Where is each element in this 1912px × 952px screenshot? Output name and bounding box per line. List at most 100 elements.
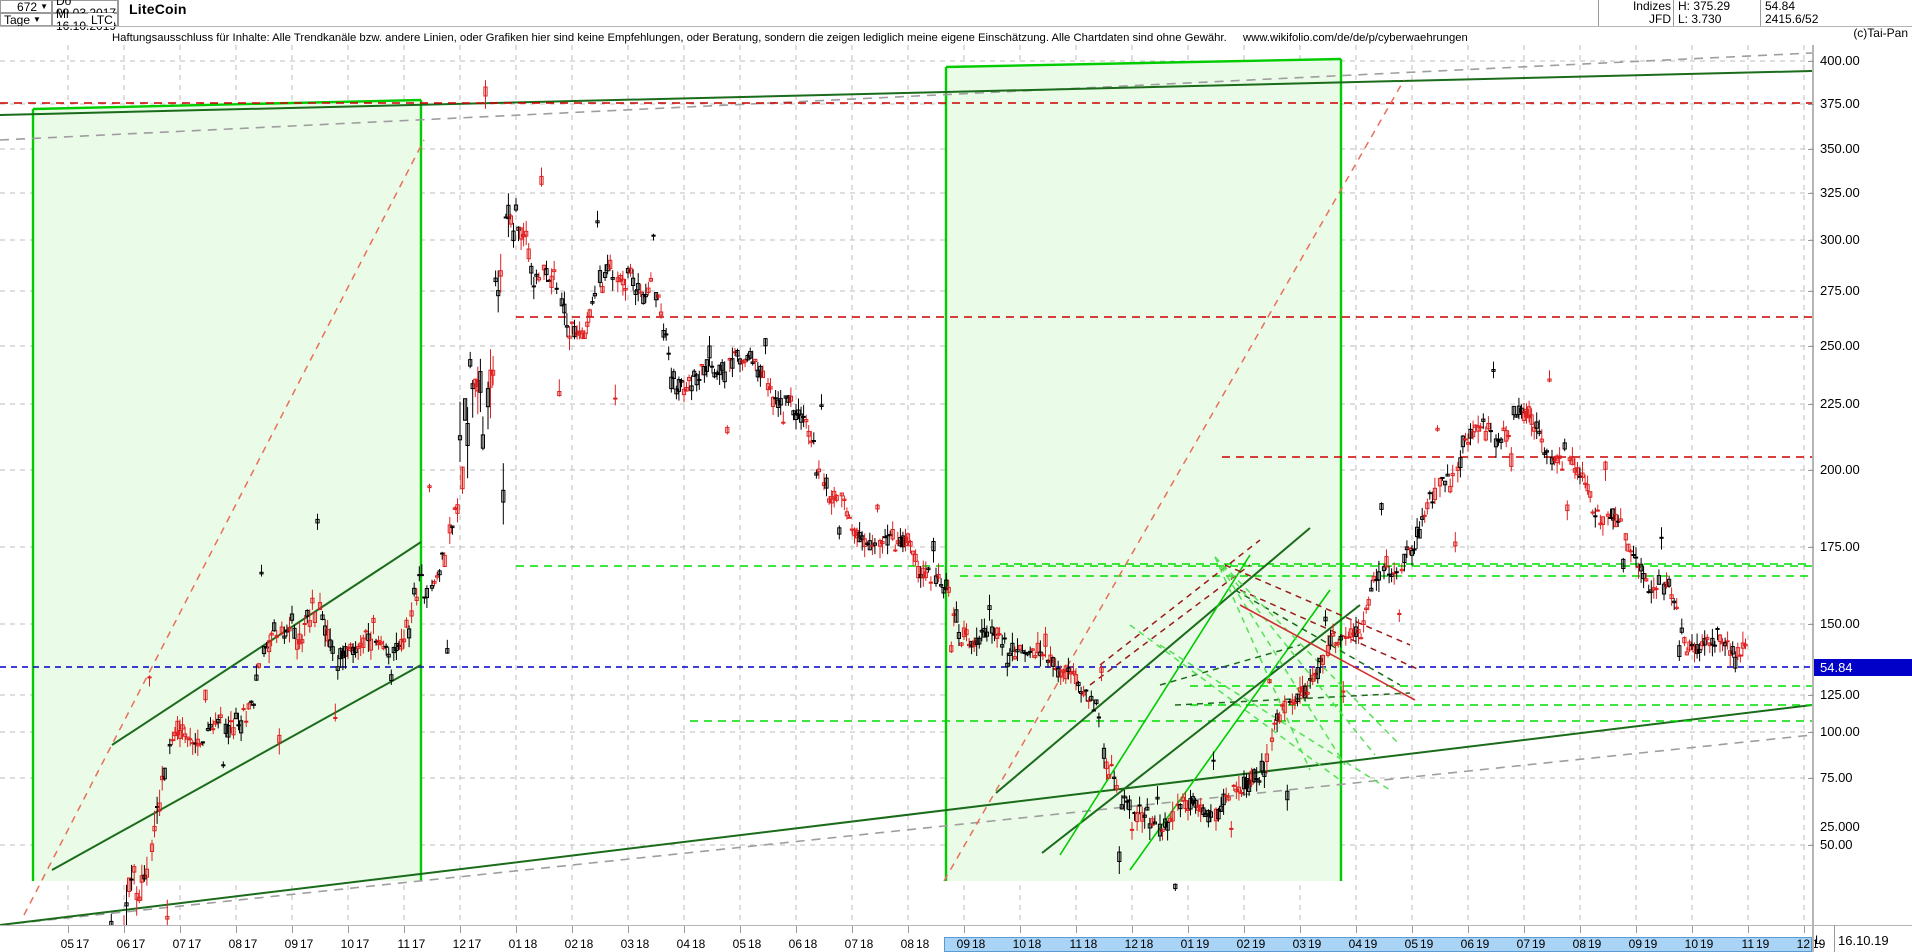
candle	[463, 398, 468, 421]
candle	[1084, 689, 1089, 702]
candle	[297, 622, 302, 649]
candle	[1315, 657, 1320, 684]
candle	[1397, 609, 1402, 622]
candle	[1112, 770, 1117, 791]
candle	[1443, 480, 1448, 493]
candle	[995, 626, 1000, 648]
interval-selector[interactable]: Tage ▼	[0, 13, 52, 26]
candle	[816, 460, 821, 479]
x-tick	[292, 926, 293, 933]
candle	[712, 368, 717, 379]
candle	[1707, 642, 1712, 654]
candle	[1483, 426, 1488, 442]
date-axis[interactable]: 05 17 06 17 07 17 08 17 09 17 10 17 11 17 12 17 01 18 02 18…	[0, 925, 1912, 952]
candle	[124, 884, 129, 925]
candle	[172, 727, 178, 741]
candle	[557, 379, 562, 397]
candle	[1557, 447, 1562, 465]
candle	[1649, 580, 1654, 604]
candle	[1593, 507, 1598, 528]
candle	[1420, 507, 1425, 527]
candle	[1180, 793, 1186, 802]
candle	[755, 362, 760, 382]
x-tick	[68, 926, 69, 933]
candle	[569, 321, 575, 335]
candle	[732, 348, 737, 357]
candle	[1132, 811, 1137, 821]
candle	[1621, 557, 1626, 573]
candle	[783, 395, 788, 406]
candle	[898, 528, 903, 548]
candle	[1361, 611, 1366, 633]
candle	[1269, 728, 1275, 751]
candle	[1030, 647, 1035, 658]
candle	[585, 312, 590, 335]
candle	[475, 366, 480, 415]
candle	[1226, 792, 1231, 802]
x-tick	[740, 926, 741, 933]
candle	[386, 647, 391, 665]
candle	[1262, 761, 1267, 788]
candle	[562, 291, 567, 326]
candle	[432, 579, 437, 587]
candle	[1320, 654, 1326, 674]
x-tick-label: 02 19	[1236, 937, 1266, 951]
y-tick-label: 50.00	[1820, 837, 1853, 852]
x-tick-label: 08 18	[900, 937, 930, 951]
x-tick	[908, 926, 909, 933]
candle	[1297, 676, 1303, 704]
candle	[709, 361, 715, 374]
candle	[435, 572, 440, 581]
x-tick	[236, 926, 237, 933]
candle	[205, 721, 211, 732]
candle	[1063, 664, 1068, 684]
candle	[175, 716, 180, 740]
candle	[1412, 541, 1417, 555]
candle	[771, 395, 776, 416]
scale-mode-label[interactable]: L	[1815, 933, 1822, 947]
candle	[913, 549, 918, 566]
candle	[1188, 789, 1193, 816]
candle	[269, 630, 274, 647]
candle	[778, 390, 783, 416]
annotation-grey-channel	[0, 52, 1812, 925]
candle	[720, 359, 725, 380]
candle	[1631, 545, 1636, 559]
interval-value: Tage	[4, 12, 31, 27]
candle	[928, 576, 933, 591]
candle	[799, 406, 804, 430]
candle	[1723, 637, 1728, 656]
candle	[1193, 797, 1198, 814]
y-tick-label: 250.00	[1820, 338, 1860, 353]
candle	[1280, 703, 1285, 711]
candle	[460, 466, 465, 494]
annotation-macro-trendlines	[0, 70, 1812, 925]
candle	[1051, 656, 1056, 677]
x-tick-label: 08 19	[1572, 937, 1602, 951]
candle	[911, 550, 916, 566]
candle	[1468, 423, 1473, 446]
bars-count-selector[interactable]: 672 ▼	[0, 0, 52, 13]
candle	[1331, 623, 1336, 637]
candle	[605, 254, 610, 275]
candle	[908, 539, 913, 554]
price-chart-canvas[interactable]	[0, 45, 1812, 925]
candle	[134, 886, 139, 916]
chevron-down-icon: ▼	[33, 14, 41, 24]
x-tick	[572, 926, 573, 933]
price-axis[interactable]: 400.00 375.00 350.00 325.00 300.00 275.0…	[1808, 45, 1912, 930]
candle	[1733, 651, 1738, 673]
candle	[699, 364, 704, 376]
candle	[251, 702, 256, 709]
y-tick-label: 225.00	[1820, 396, 1860, 411]
candle	[1071, 663, 1076, 676]
candle	[1104, 758, 1109, 781]
candle	[608, 254, 613, 272]
candle	[343, 642, 348, 669]
candle	[1728, 643, 1733, 667]
candle	[1081, 685, 1086, 698]
candle	[1277, 711, 1282, 724]
candle	[1679, 618, 1684, 635]
candle	[1142, 807, 1147, 829]
candle	[949, 641, 954, 653]
